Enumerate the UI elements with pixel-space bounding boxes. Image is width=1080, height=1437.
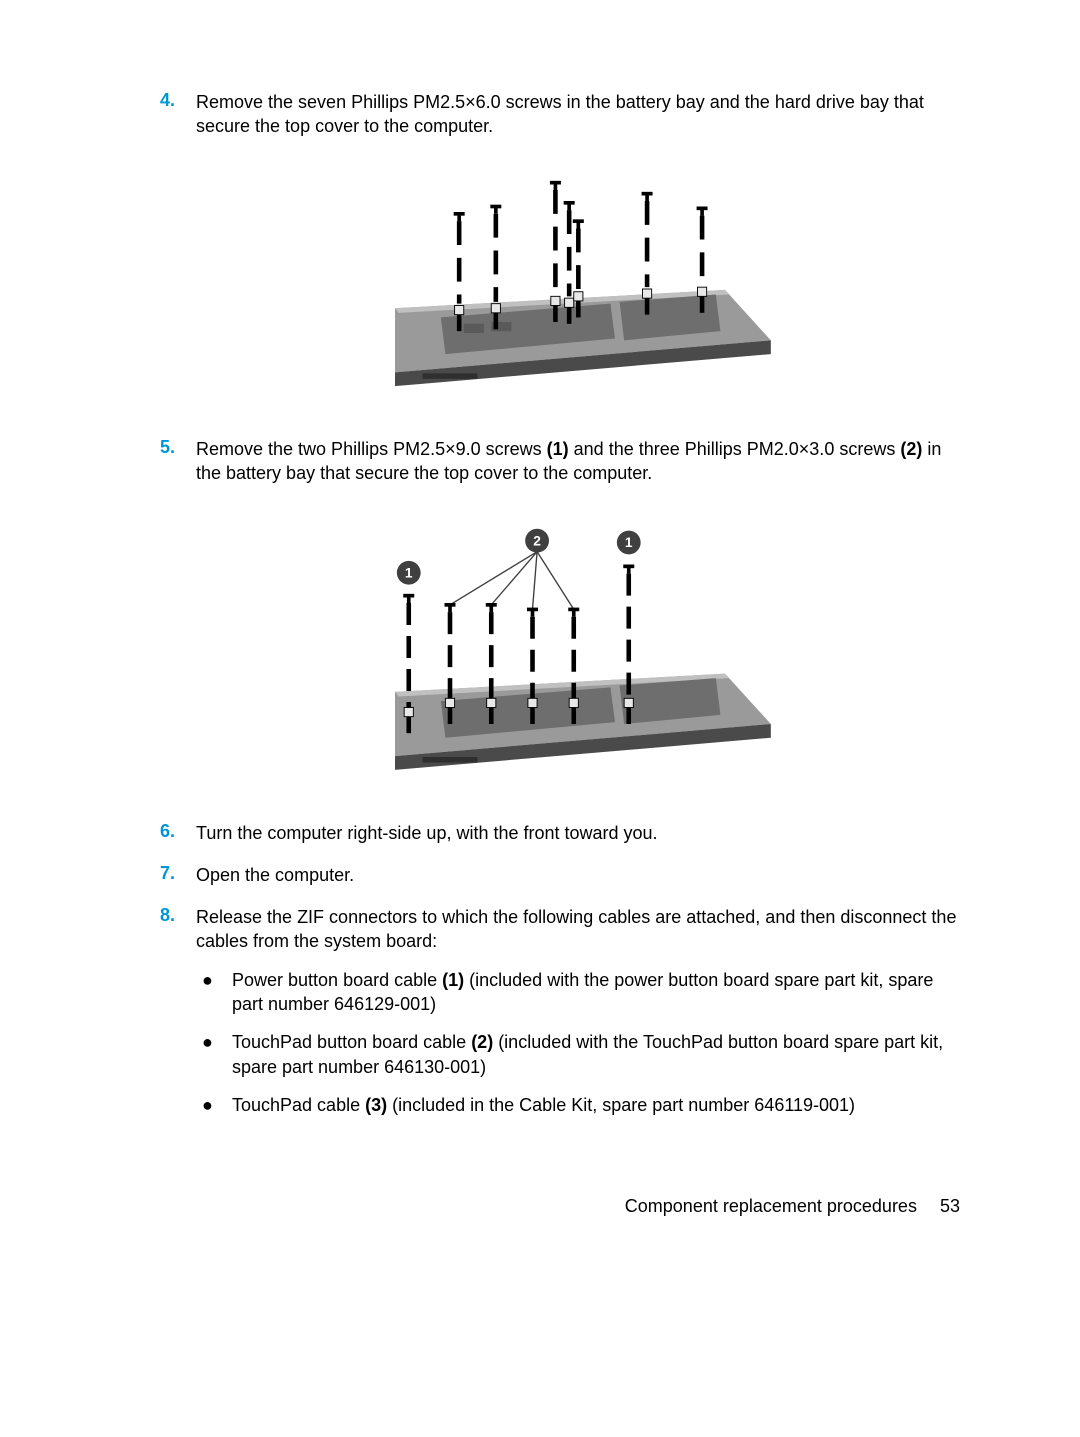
- step-text: Open the computer.: [196, 863, 960, 887]
- bullet-text: TouchPad cable (3) (included in the Cabl…: [232, 1093, 960, 1117]
- svg-text:1: 1: [625, 535, 633, 550]
- svg-text:2: 2: [533, 533, 541, 548]
- bullet-text: TouchPad button board cable (2) (include…: [232, 1030, 960, 1079]
- footer-page-number: 53: [940, 1196, 960, 1216]
- bullet-item: ● TouchPad cable (3) (included in the Ca…: [196, 1093, 960, 1117]
- callout-ref: (2): [471, 1032, 493, 1052]
- laptop-diagram-callouts: 1 2 1: [340, 504, 780, 779]
- step-8: 8. Release the ZIF connectors to which t…: [160, 905, 960, 1131]
- text-run: TouchPad cable: [232, 1095, 365, 1115]
- step-5: 5. Remove the two Phillips PM2.5×9.0 scr…: [160, 437, 960, 486]
- step-number: 7.: [160, 863, 196, 887]
- step-text: Release the ZIF connectors to which the …: [196, 905, 960, 1131]
- step-4: 4. Remove the seven Phillips PM2.5×6.0 s…: [160, 90, 960, 139]
- text-run: and the three Phillips PM2.0×3.0 screws: [569, 439, 901, 459]
- bullet-item: ● TouchPad button board cable (2) (inclu…: [196, 1030, 960, 1079]
- step-7: 7. Open the computer.: [160, 863, 960, 887]
- step-8-sublist: ● Power button board cable (1) (included…: [196, 968, 960, 1117]
- step-text: Remove the two Phillips PM2.5×9.0 screws…: [196, 437, 960, 486]
- callout-ref: (1): [442, 970, 464, 990]
- callout-ref: (2): [900, 439, 922, 459]
- step-6: 6. Turn the computer right-side up, with…: [160, 821, 960, 845]
- svg-text:1: 1: [405, 565, 413, 580]
- callout-ref: (3): [365, 1095, 387, 1115]
- text-run: TouchPad button board cable: [232, 1032, 471, 1052]
- text-run: (included in the Cable Kit, spare part n…: [387, 1095, 855, 1115]
- bullet-item: ● Power button board cable (1) (included…: [196, 968, 960, 1017]
- document-page: 4. Remove the seven Phillips PM2.5×6.0 s…: [0, 0, 1080, 1437]
- figure-step4: [160, 157, 960, 395]
- figure-step5: 1 2 1: [160, 504, 960, 779]
- step-number: 5.: [160, 437, 196, 486]
- step-text: Remove the seven Phillips PM2.5×6.0 scre…: [196, 90, 960, 139]
- bullet-marker: ●: [196, 968, 232, 1017]
- bullet-text: Power button board cable (1) (included w…: [232, 968, 960, 1017]
- callout-ref: (1): [547, 439, 569, 459]
- step-number: 6.: [160, 821, 196, 845]
- laptop-diagram-7-screws: [340, 157, 780, 395]
- text-run: Remove the two Phillips PM2.5×9.0 screws: [196, 439, 547, 459]
- footer-section: Component replacement procedures: [625, 1196, 917, 1216]
- step-text: Turn the computer right-side up, with th…: [196, 821, 960, 845]
- step-number: 4.: [160, 90, 196, 139]
- text-run: Release the ZIF connectors to which the …: [196, 907, 956, 951]
- step-number: 8.: [160, 905, 196, 1131]
- bullet-marker: ●: [196, 1030, 232, 1079]
- bullet-marker: ●: [196, 1093, 232, 1117]
- page-footer: Component replacement procedures 53: [625, 1196, 960, 1217]
- text-run: Power button board cable: [232, 970, 442, 990]
